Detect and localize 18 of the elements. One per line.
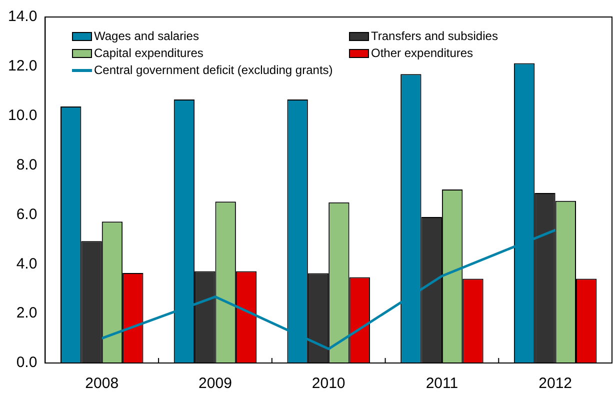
- y-tick-label: 2.0: [16, 304, 38, 322]
- legend-label: Other expenditures: [371, 46, 474, 60]
- legend-label: Wages and salaries: [94, 29, 199, 43]
- y-tick-label: 8.0: [16, 156, 38, 174]
- y-tick-label: 12.0: [8, 58, 38, 75]
- x-tick-label: 2008: [85, 375, 119, 392]
- x-tick-label: 2012: [538, 375, 572, 392]
- legend-label: Transfers and subsidies: [371, 29, 498, 43]
- y-tick-label: 10.0: [8, 107, 38, 124]
- y-tick-label: 0.0: [16, 354, 38, 372]
- legend-label: Capital expenditures: [94, 46, 204, 60]
- legend-label: Central government deficit (excluding grants): [94, 63, 333, 77]
- x-tick-label: 2010: [312, 375, 346, 392]
- x-tick-label: 2011: [426, 375, 458, 392]
- y-tick-label: 14.0: [8, 8, 38, 26]
- y-tick-label: 6.0: [16, 206, 38, 223]
- x-tick-label: 2009: [198, 375, 232, 392]
- y-tick-label: 4.0: [16, 255, 38, 272]
